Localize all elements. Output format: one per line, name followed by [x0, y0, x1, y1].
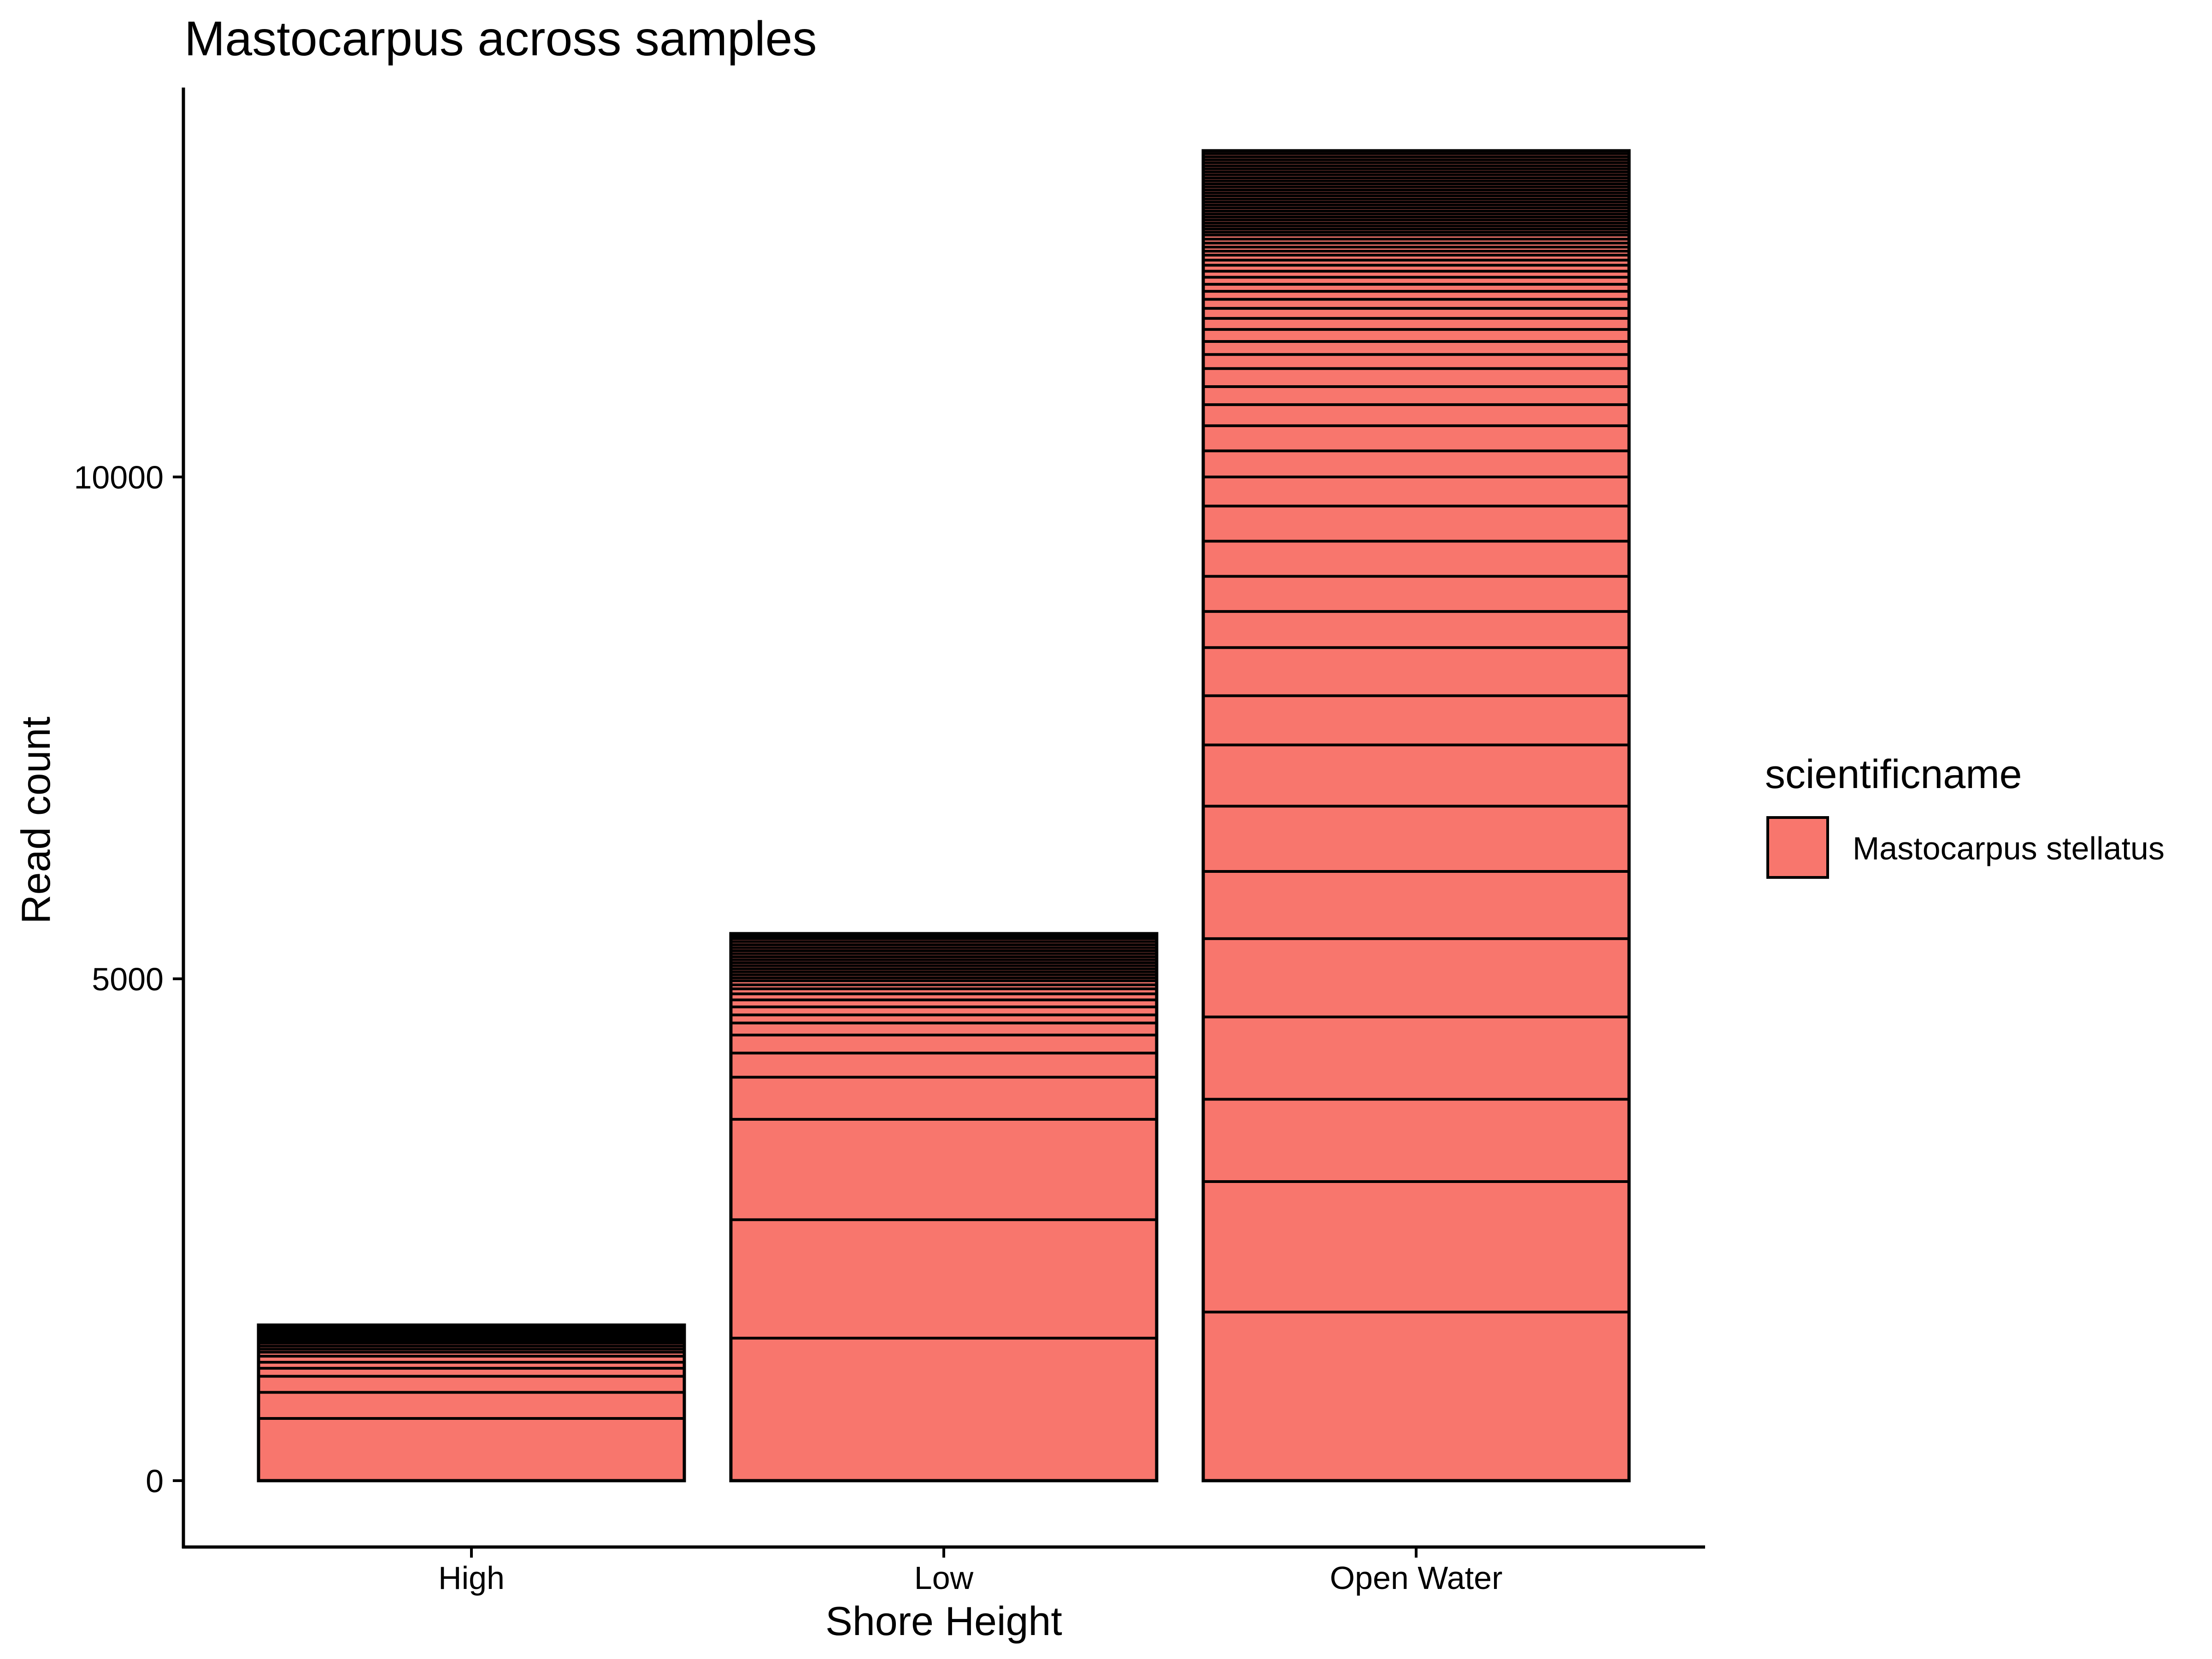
legend-label-mastocarpus-stellatus: Mastocarpus stellatus: [1853, 830, 2165, 866]
y-tick-label: 10000: [74, 459, 164, 495]
chart-title: Mastocarpus across samples: [184, 12, 817, 66]
x-tick-label: Low: [914, 1560, 974, 1596]
bar-open-water: [1201, 149, 1631, 1483]
legend: scientificname Mastocarpus stellatus: [1765, 751, 2165, 879]
legend-swatch-mastocarpus-stellatus: [1766, 816, 1829, 879]
x-tick-label: High: [438, 1560, 505, 1596]
y-axis-ticks: 0 5000 10000: [74, 459, 183, 1499]
x-axis-title: Shore Height: [825, 1598, 1062, 1644]
plot-area: [257, 149, 1631, 1483]
x-axis-ticks: High Low Open Water: [438, 1547, 1502, 1596]
x-tick-label: Open Water: [1330, 1560, 1503, 1596]
y-axis-title: Read count: [13, 717, 59, 924]
y-tick-label: 5000: [92, 961, 164, 997]
y-tick-label: 0: [146, 1463, 164, 1499]
legend-title: scientificname: [1765, 751, 2022, 797]
bar-low: [729, 932, 1159, 1483]
